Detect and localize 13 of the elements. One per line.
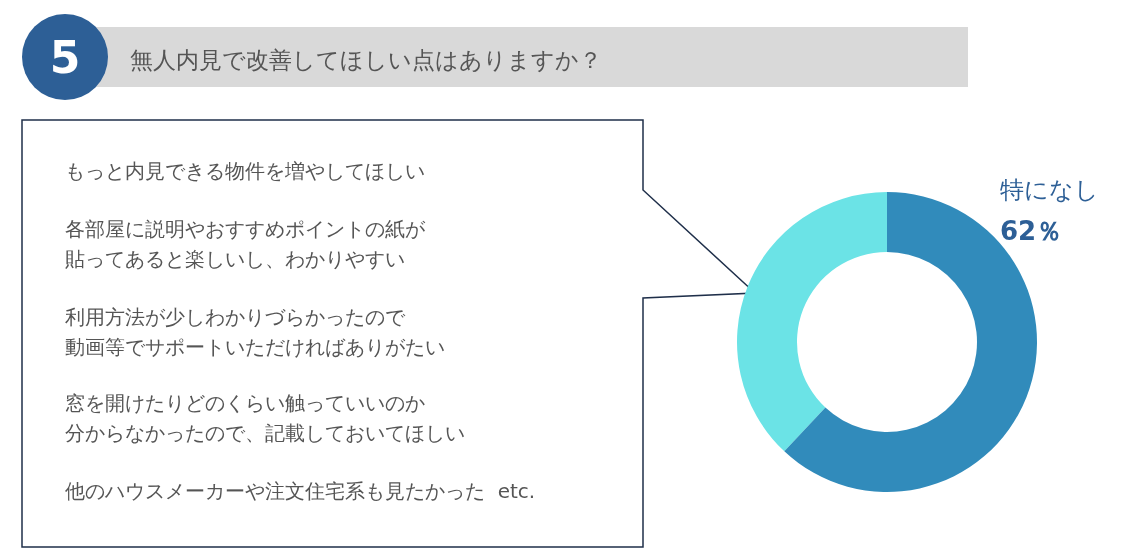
text: 5	[49, 32, 81, 83]
donut-slice	[737, 192, 887, 452]
text: 分からなかったので、記載しておいてほしい	[65, 421, 465, 445]
text: 利用方法が少しわかりづらかったので	[65, 305, 406, 329]
text: 他のハウスメーカーや注文住宅系も見たかった etc.	[65, 479, 536, 503]
text: もっと内見できる物件を増やしてほしい	[65, 159, 425, 183]
data-label: 62％	[1000, 216, 1063, 246]
text: 窓を開けたりどのくらい触っていいのか	[65, 391, 425, 415]
text: 無人内見で改善してほしい点はありますか？	[130, 47, 602, 73]
text: 動画等でサポートいただければありがたい	[65, 335, 445, 359]
text: 各部屋に説明やおすすめポイントの紙が	[65, 217, 426, 241]
slice-label: 特になし	[1000, 176, 1099, 204]
text: 貼ってあると楽しいし、わかりやすい	[65, 247, 405, 271]
